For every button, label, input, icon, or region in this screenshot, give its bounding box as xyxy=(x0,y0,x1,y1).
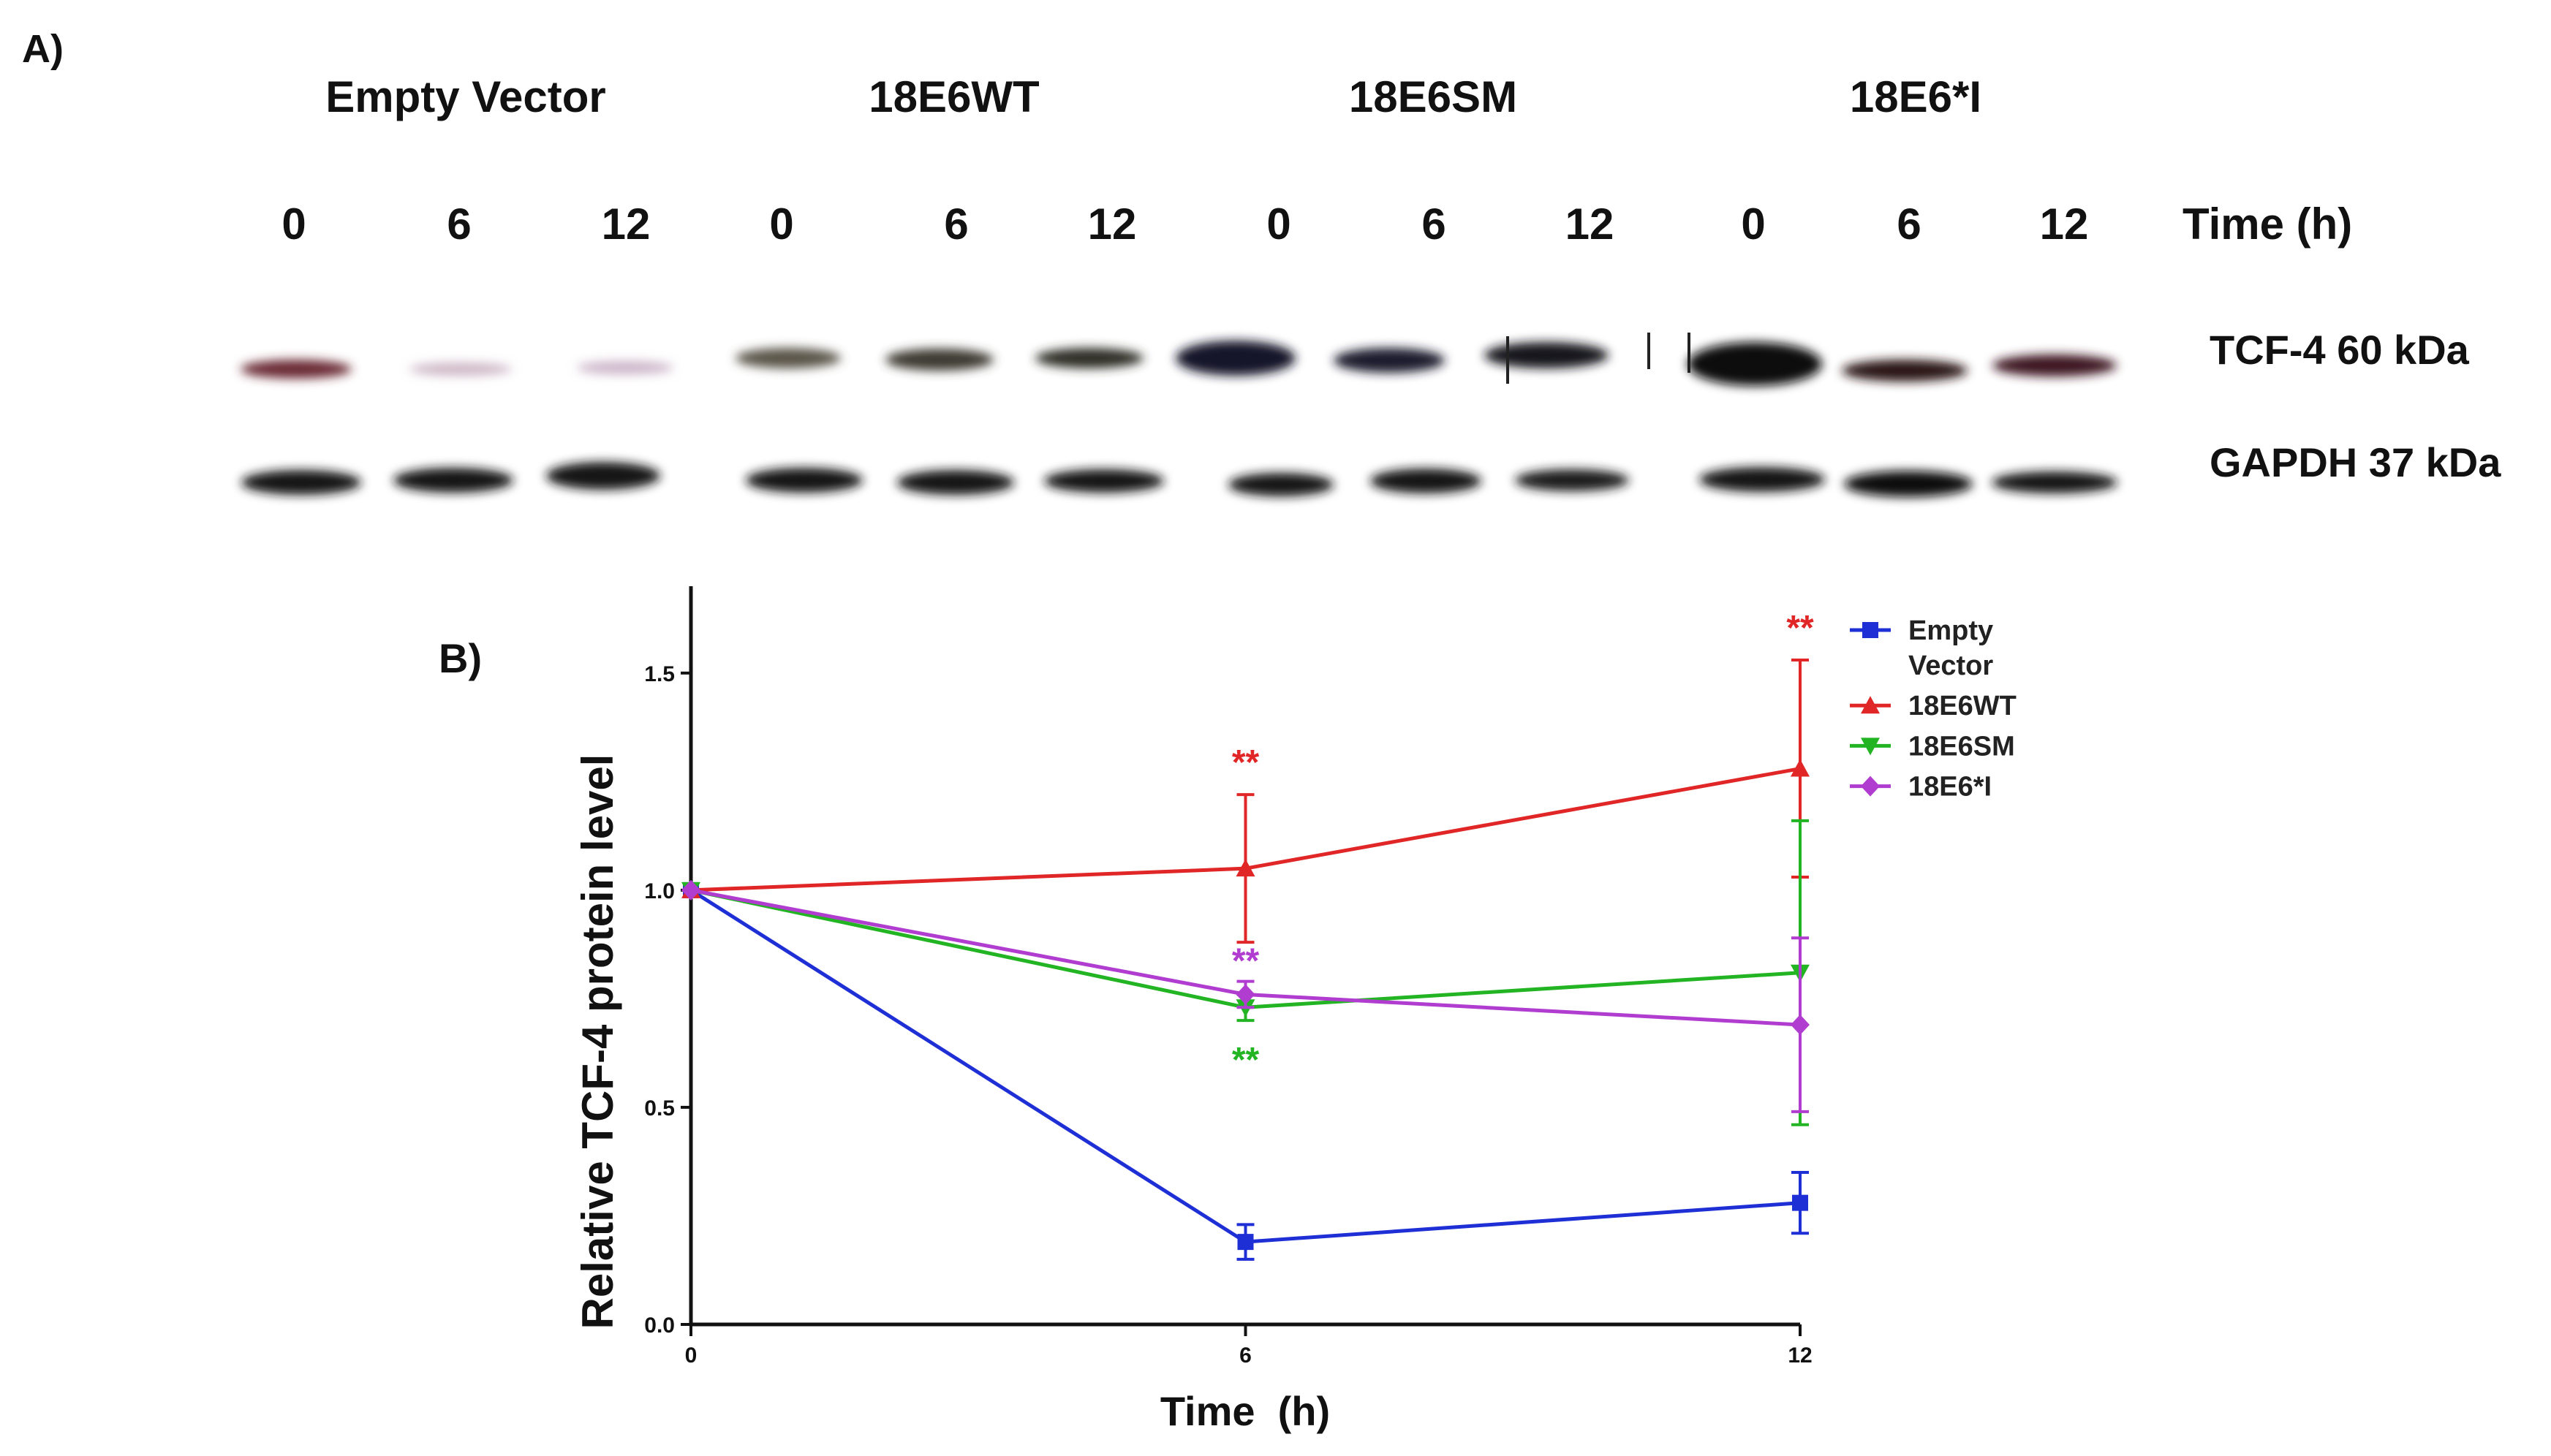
data-point xyxy=(1236,859,1255,877)
lane-time-label: 12 xyxy=(2039,200,2089,249)
legend-label: Empty xyxy=(1908,615,1993,646)
legend-item: 18E6SM xyxy=(1850,731,2015,762)
lane-time-label: 12 xyxy=(1565,200,1614,249)
group-label-18e6sm: 18E6SM xyxy=(1348,72,1518,121)
significance-marker: ** xyxy=(1786,609,1814,648)
legend-label: 18E6WT xyxy=(1908,691,2017,721)
lane-time-label: 0 xyxy=(769,200,794,249)
y-axis-label: Relative TCF-4 protein level xyxy=(573,754,622,1330)
lane-time-label: 12 xyxy=(601,200,651,249)
tcf4-blot-row xyxy=(241,341,2117,386)
lane-time-label: 0 xyxy=(1741,200,1766,249)
legend-swatch-marker xyxy=(1861,696,1880,714)
legend-swatch-marker xyxy=(1862,622,1878,638)
x-tick-label: 0 xyxy=(685,1343,698,1368)
data-point xyxy=(1792,1194,1808,1211)
y-tick-label: 0.0 xyxy=(644,1313,675,1338)
line-chart: 0.0 0.5 1.0 1.5 0 6 12 ** ** ** ** Empty Vector 18E… xyxy=(439,586,2017,1434)
data-point xyxy=(1236,984,1255,1005)
blot-row-label-gapdh: GAPDH 37 kDa xyxy=(2210,439,2501,485)
data-point xyxy=(681,879,700,900)
lane-time-label: 6 xyxy=(1897,200,1921,249)
significance-marker: ** xyxy=(1232,743,1260,782)
group-label-empty-vector: Empty Vector xyxy=(325,72,606,121)
data-point xyxy=(1791,759,1810,777)
significance-marker: ** xyxy=(1232,1041,1260,1080)
significance-annotations: ** ** ** ** xyxy=(1232,609,1814,1080)
panel-a-label: A) xyxy=(22,27,64,71)
group-label-18e6wt: 18E6WT xyxy=(869,72,1040,121)
series-18e6-i xyxy=(681,879,1810,1113)
y-tick-label: 0.5 xyxy=(644,1096,675,1121)
legend-swatch-marker xyxy=(1861,738,1880,756)
y-tick-label: 1.5 xyxy=(644,662,675,686)
y-tick-label: 1.0 xyxy=(644,879,675,903)
lane-time-label: 12 xyxy=(1087,200,1137,249)
panel-b-label: B) xyxy=(439,635,482,681)
blot-splice-marks xyxy=(1506,333,1690,384)
x-tick-label: 12 xyxy=(1788,1343,1812,1368)
lane-time-label: 6 xyxy=(1421,200,1446,249)
data-point xyxy=(1237,1234,1254,1251)
lane-time-label: 6 xyxy=(944,200,969,249)
legend-item: Empty Vector xyxy=(1850,615,1993,681)
time-axis-label: Time (h) xyxy=(2182,200,2353,249)
western-blot-image xyxy=(241,333,2117,497)
legend-item: 18E6*I xyxy=(1850,772,1992,803)
legend-label: Vector xyxy=(1908,651,1993,681)
x-axis-label: Time (h) xyxy=(1160,1388,1330,1434)
lane-time-label: 0 xyxy=(281,200,306,249)
data-point xyxy=(1791,1015,1810,1036)
significance-marker: ** xyxy=(1232,942,1260,981)
group-label-18e6i: 18E6*I xyxy=(1849,72,1982,121)
series-18e6wt xyxy=(681,659,1810,944)
legend-swatch-marker xyxy=(1861,776,1880,797)
legend-label: 18E6SM xyxy=(1908,731,2015,762)
gapdh-blot-row xyxy=(241,462,2117,497)
lane-time-label: 6 xyxy=(447,200,472,249)
legend-item: 18E6WT xyxy=(1850,691,2017,721)
x-tick-label: 6 xyxy=(1239,1343,1252,1368)
blot-row-label-tcf4: TCF-4 60 kDa xyxy=(2210,327,2469,373)
lane-time-label: 0 xyxy=(1266,200,1291,249)
legend-label: 18E6*I xyxy=(1908,772,1992,803)
